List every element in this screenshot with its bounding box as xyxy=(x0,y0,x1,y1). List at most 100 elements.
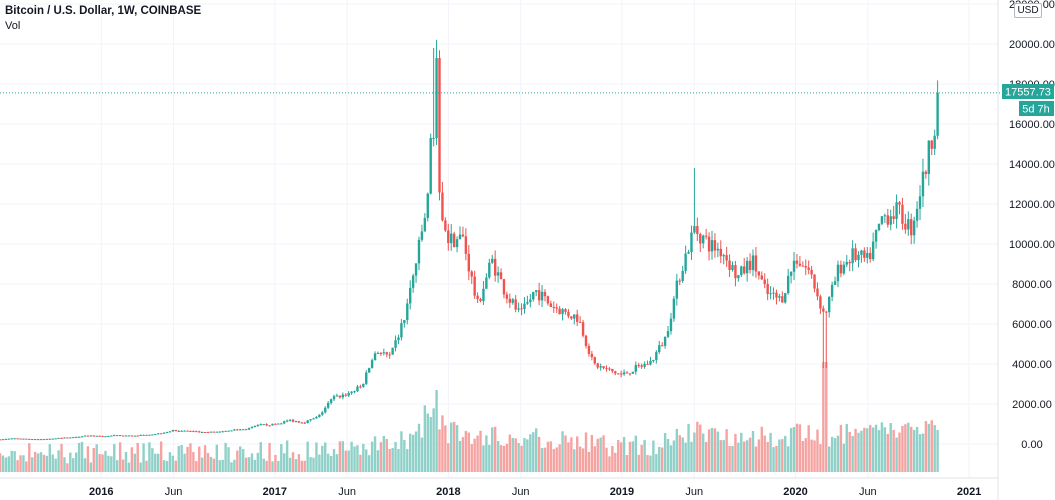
candle-body xyxy=(183,430,186,432)
candle-body xyxy=(218,431,221,433)
x-tick-label: 2016 xyxy=(89,486,113,498)
candle-body xyxy=(0,439,2,441)
volume-bar xyxy=(523,438,526,472)
candle-body xyxy=(883,215,887,217)
volume-bar xyxy=(540,448,544,472)
candle-body xyxy=(280,423,283,425)
candle-body xyxy=(529,299,532,303)
candle-body xyxy=(133,435,136,437)
volume-bar xyxy=(537,436,541,472)
candle-body xyxy=(452,233,456,248)
candle-body xyxy=(136,435,139,437)
candle-body xyxy=(537,290,541,301)
candle-body xyxy=(499,272,503,280)
volume-bar xyxy=(924,421,928,472)
candle-body xyxy=(810,269,813,275)
candle-body xyxy=(268,425,271,427)
candle-body xyxy=(505,294,509,299)
volume-bar xyxy=(444,425,447,472)
candle-body xyxy=(488,262,491,278)
candle-body xyxy=(561,309,564,315)
candle-body xyxy=(789,271,793,276)
candle-body xyxy=(599,366,602,368)
candle-body xyxy=(702,235,705,244)
candle-body xyxy=(259,424,262,426)
candle-body xyxy=(933,135,936,149)
candle-body xyxy=(318,414,321,418)
candle-body xyxy=(195,431,198,433)
volume-bar xyxy=(391,448,394,472)
candle-body xyxy=(309,419,312,421)
candle-body xyxy=(127,435,131,437)
y-tick-label: 4000.00 xyxy=(1012,359,1052,371)
volume-bar xyxy=(215,444,219,472)
volume-bar xyxy=(1,455,5,472)
candle-body xyxy=(22,438,25,440)
candle-body xyxy=(77,436,81,438)
volume-bar xyxy=(403,440,406,472)
volume-bar xyxy=(801,440,805,472)
candle-body xyxy=(326,402,330,408)
volume-bar xyxy=(819,444,822,472)
candle-body xyxy=(564,309,567,312)
volume-bar xyxy=(869,425,872,472)
volume-label[interactable]: Vol xyxy=(5,20,21,32)
volume-bar xyxy=(573,449,576,472)
candle-body xyxy=(250,426,254,429)
volume-bar xyxy=(388,448,391,472)
volume-bar xyxy=(291,452,295,472)
candle-body xyxy=(816,288,819,297)
candle-body xyxy=(382,352,386,354)
x-axis[interactable]: 2016 Jun 2017 Jun 2018 Jun 2019 Jun 2020 Jun 2021 xyxy=(0,477,998,498)
candle-body xyxy=(590,353,594,358)
volume-bar xyxy=(933,425,936,472)
volume-bar xyxy=(775,445,778,472)
candle-body xyxy=(930,140,933,149)
candle-body xyxy=(66,437,69,439)
candle-body xyxy=(139,434,142,436)
volume-bar xyxy=(280,444,283,472)
candle-body xyxy=(262,424,265,426)
volume-bar xyxy=(470,444,473,472)
candle-body xyxy=(253,425,257,427)
volume-bar xyxy=(778,439,781,472)
candle-body xyxy=(910,219,913,236)
volume-bar xyxy=(130,447,134,472)
candle-body xyxy=(39,439,43,441)
volume-bar xyxy=(584,432,588,472)
countdown-badge-bg xyxy=(1019,101,1054,116)
candle-body xyxy=(174,429,177,432)
candle-body xyxy=(526,302,529,304)
candle-body xyxy=(570,316,573,319)
volume-bar xyxy=(151,448,154,472)
volume-bar xyxy=(476,435,479,472)
volume-bar xyxy=(839,424,843,472)
currency-badge[interactable]: USD xyxy=(1014,3,1042,18)
candle-body xyxy=(206,432,210,434)
volume-bar xyxy=(48,444,52,472)
candle-body xyxy=(795,260,799,264)
volume-bar xyxy=(546,441,550,472)
candle-body xyxy=(602,366,605,369)
volume-bar xyxy=(743,441,746,472)
candle-body xyxy=(869,252,872,260)
candle-body xyxy=(233,429,236,431)
candle-body xyxy=(379,352,383,354)
volume-bar xyxy=(874,424,878,472)
volume-bar xyxy=(795,423,799,472)
volume-bar xyxy=(110,456,113,472)
candle-body xyxy=(851,248,854,264)
volume-bar xyxy=(236,450,239,472)
volume-bar xyxy=(901,425,904,472)
candle-body xyxy=(617,373,620,375)
candles[interactable] xyxy=(0,39,939,441)
volume-bar xyxy=(107,455,110,472)
candle-body xyxy=(751,255,755,271)
y-axis[interactable]: 0.00 2000.00 4000.00 6000.00 8000.00 10000.00… xyxy=(997,0,1055,500)
x-tick-label: Jun xyxy=(685,486,703,498)
candle-body xyxy=(294,421,298,423)
volume-bar xyxy=(921,433,925,472)
volume-bar xyxy=(643,440,646,472)
symbol-title[interactable]: Bitcoin / U.S. Dollar, 1W, COINBASE xyxy=(5,5,202,17)
